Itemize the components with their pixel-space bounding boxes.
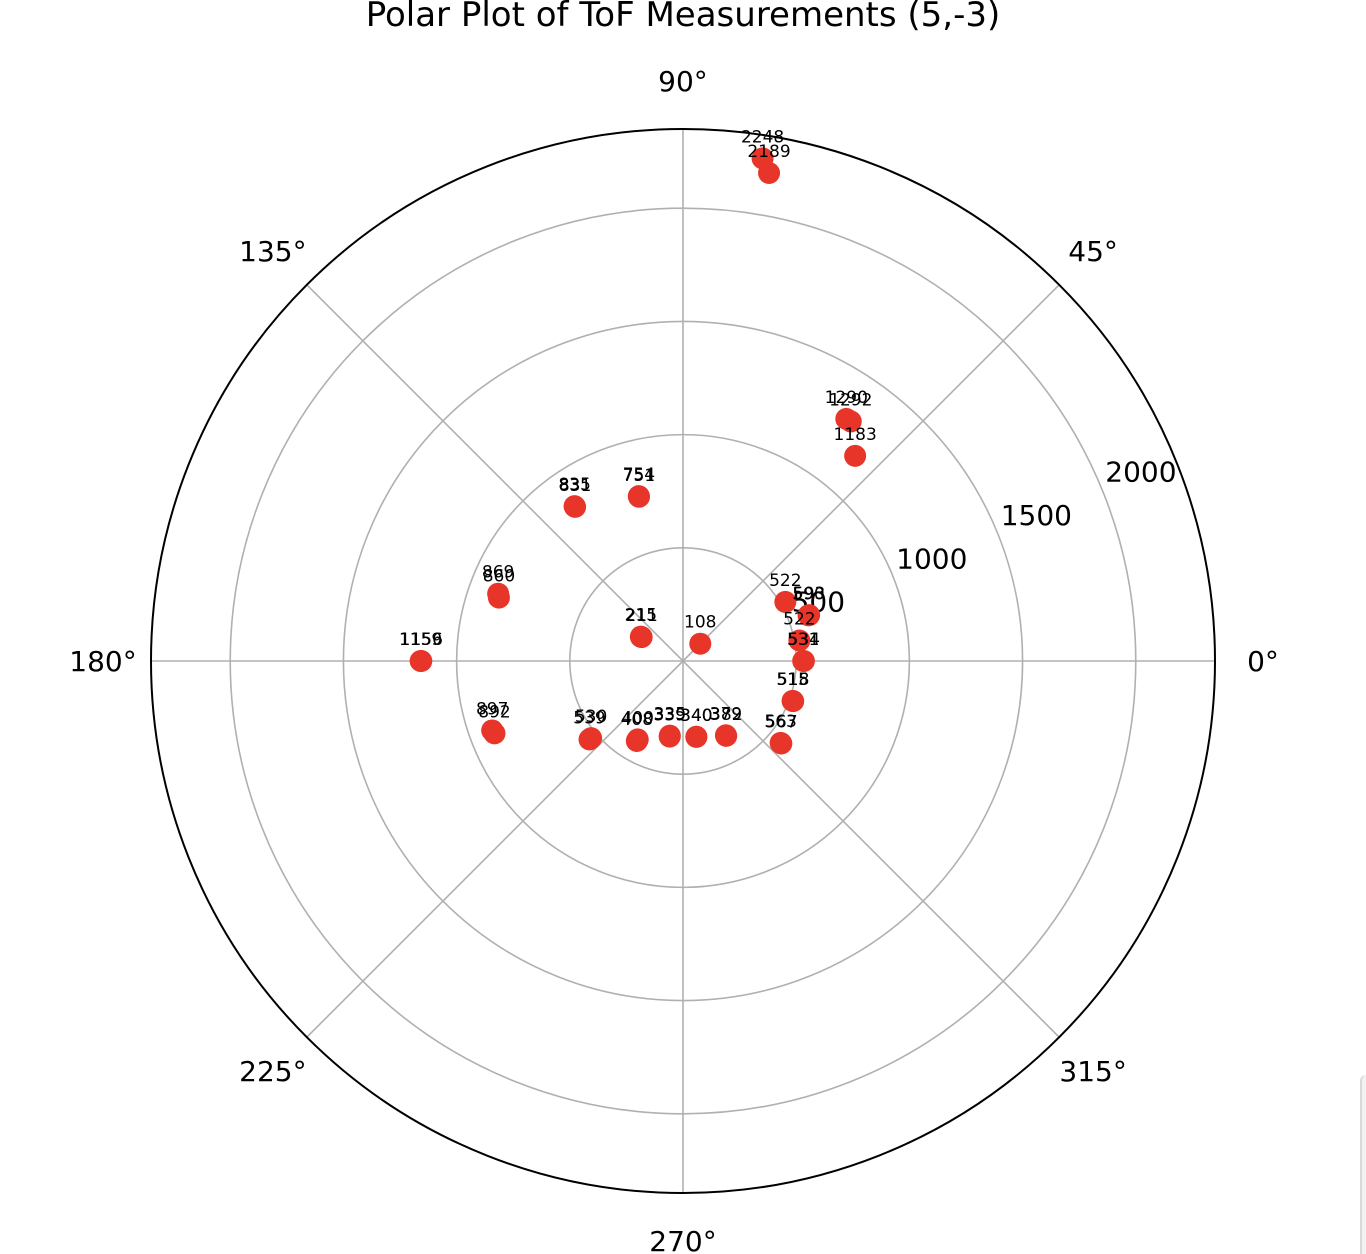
data-label: 1156 xyxy=(400,630,443,650)
data-label: 534 xyxy=(788,630,820,650)
chart-title: Polar Plot of ToF Measurements (5,-3) xyxy=(366,0,1001,35)
data-point xyxy=(835,407,858,430)
theta-tick-label: 225° xyxy=(239,1055,306,1088)
data-label: 340 xyxy=(680,706,712,726)
data-label: 1290 xyxy=(825,388,868,408)
data-label: 593 xyxy=(793,584,825,604)
theta-tick-label: 90° xyxy=(658,65,708,98)
scrollbar-edge[interactable] xyxy=(1360,1075,1366,1254)
data-label: 831 xyxy=(559,476,591,496)
theta-tick-label: 180° xyxy=(69,645,136,678)
data-label: 379 xyxy=(710,704,742,724)
data-label: 835 xyxy=(558,475,590,495)
data-label: 408 xyxy=(621,710,653,730)
theta-tick-label: 45° xyxy=(1068,235,1118,268)
data-point xyxy=(564,495,587,518)
data-label: 400 xyxy=(621,708,653,728)
data-label: 215 xyxy=(625,606,657,626)
data-label: 531 xyxy=(787,630,819,650)
data-label: 518 xyxy=(777,670,809,690)
data-point xyxy=(658,724,681,747)
data-point xyxy=(410,650,433,672)
data-point xyxy=(797,604,820,627)
data-label: 515 xyxy=(776,670,808,690)
data-label: 522 xyxy=(769,571,801,591)
data-label: 108 xyxy=(684,613,716,633)
data-point xyxy=(626,728,649,751)
theta-tick-label: 270° xyxy=(649,1225,716,1254)
data-point xyxy=(715,724,738,747)
theta-tick-label: 0° xyxy=(1247,645,1279,678)
data-point xyxy=(770,732,793,755)
data-points xyxy=(409,147,867,755)
polar-grid xyxy=(150,128,1216,1194)
data-label: 211 xyxy=(625,606,657,626)
theta-gridline xyxy=(682,284,1060,662)
data-label: 2189 xyxy=(747,142,790,162)
data-label: 539 xyxy=(573,708,605,728)
data-label: 751 xyxy=(623,466,655,486)
data-label: 1159 xyxy=(399,630,442,650)
data-point xyxy=(685,725,708,748)
theta-gridline xyxy=(306,660,684,1038)
data-point xyxy=(788,629,811,652)
data-label: 1183 xyxy=(834,425,877,445)
data-point xyxy=(580,727,603,750)
data-label: 869 xyxy=(482,563,514,583)
data-label: 530 xyxy=(575,707,607,727)
data-point xyxy=(774,590,797,613)
angular-tick-labels: 0° 45° 90° 135° 180° 225° 270° 315° xyxy=(69,65,1279,1254)
r-tick-label: 1000 xyxy=(896,542,967,575)
r-tick-label: 2000 xyxy=(1105,456,1176,489)
data-label: 335 xyxy=(654,705,686,725)
data-point xyxy=(487,586,510,609)
data-label: 382 xyxy=(710,705,742,725)
data-labels: 5345315225935905221183129212902189224810… xyxy=(399,127,877,732)
data-label: 563 xyxy=(764,712,796,732)
data-point xyxy=(844,444,867,467)
theta-gridline xyxy=(682,660,1060,1038)
theta-tick-label: 135° xyxy=(239,235,306,268)
data-point xyxy=(630,626,653,649)
data-label: 897 xyxy=(476,699,508,719)
theta-gridline xyxy=(306,284,684,662)
data-label: 340 xyxy=(680,706,712,726)
theta-tick-label: 315° xyxy=(1059,1055,1126,1088)
data-label: 522 xyxy=(783,609,815,629)
polar-spine xyxy=(150,128,1216,1194)
data-label: 860 xyxy=(483,567,515,587)
data-label: 892 xyxy=(478,702,510,722)
data-point xyxy=(483,722,506,745)
data-point xyxy=(689,632,712,655)
data-point xyxy=(751,147,774,170)
data-label: 339 xyxy=(653,706,685,726)
data-point xyxy=(627,485,650,508)
data-point xyxy=(781,689,804,712)
data-label: 567 xyxy=(765,713,797,733)
data-label: 1292 xyxy=(829,390,872,410)
data-label: 2248 xyxy=(741,127,784,147)
r-tick-label: 1500 xyxy=(1001,499,1072,532)
data-label: 590 xyxy=(792,584,824,604)
data-point xyxy=(792,650,815,672)
data-label: 754 xyxy=(623,465,655,485)
